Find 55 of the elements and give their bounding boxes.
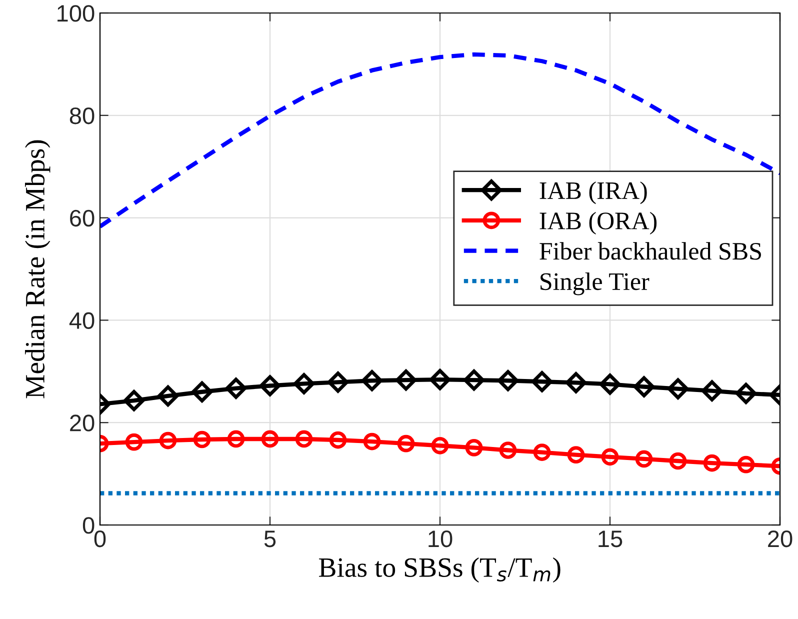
- y-tick-label: 100: [58, 5, 94, 22]
- point: [497, 370, 519, 392]
- point: [635, 450, 653, 468]
- point: [465, 439, 483, 456]
- point: [329, 431, 347, 449]
- point: [463, 370, 485, 391]
- point: [293, 373, 315, 394]
- y-tick-label: 20: [70, 414, 94, 432]
- point: [669, 452, 687, 470]
- point: [159, 432, 177, 450]
- point: [431, 436, 449, 454]
- point: [227, 430, 245, 448]
- point: [531, 371, 553, 392]
- point: [499, 442, 517, 459]
- point: [601, 448, 619, 466]
- point: [565, 372, 587, 394]
- point: [397, 434, 415, 452]
- y-axis-title: Median Rate (in Mbps): [25, 140, 50, 398]
- point: [735, 382, 757, 404]
- point: [395, 370, 417, 391]
- point: [123, 390, 145, 412]
- point: [567, 446, 585, 464]
- x-tick-label: 15: [598, 530, 622, 548]
- point: [361, 370, 383, 392]
- x-tick-label: 5: [264, 530, 276, 548]
- point: [125, 433, 143, 451]
- point: [429, 369, 451, 390]
- point: [599, 374, 621, 395]
- legend-label: Fiber backhauled SBS: [540, 242, 761, 260]
- point: [259, 375, 281, 396]
- point: [191, 381, 213, 402]
- point: [737, 456, 755, 474]
- point: [327, 372, 349, 393]
- point: [533, 444, 551, 461]
- point: [703, 454, 721, 472]
- y-tick-label: 0: [82, 517, 94, 534]
- point: [633, 376, 655, 398]
- point: [295, 430, 313, 448]
- legend-label: IAB (IRA): [540, 182, 647, 204]
- point: [363, 432, 381, 450]
- point: [193, 430, 211, 448]
- point: [157, 385, 179, 407]
- x-axis-title: Bias to SBSs (T$_{s}$/T$_{m}$): [318, 557, 560, 583]
- y-tick-label: 80: [70, 107, 94, 124]
- x-tick-label: 0: [94, 530, 106, 548]
- y-tick-label: 60: [70, 210, 94, 227]
- legend-label: IAB (ORA): [540, 212, 657, 234]
- legend-label: Single Tier: [540, 272, 650, 296]
- point: [701, 380, 723, 402]
- x-tick-label: 20: [768, 530, 792, 548]
- point: [225, 378, 247, 399]
- y-tick-label: 40: [69, 312, 94, 329]
- point: [667, 378, 689, 400]
- point: [261, 430, 279, 448]
- x-tick-label: 10: [428, 530, 452, 548]
